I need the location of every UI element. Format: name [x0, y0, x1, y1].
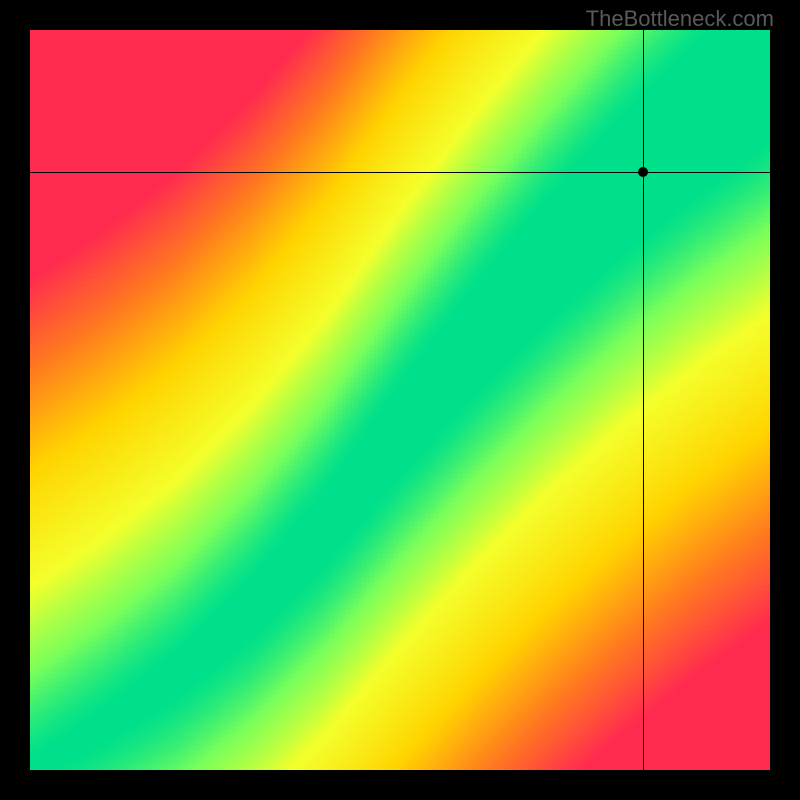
crosshair-marker	[638, 167, 648, 177]
crosshair-horizontal	[30, 172, 770, 173]
crosshair-vertical	[643, 30, 644, 770]
heatmap-canvas	[30, 30, 770, 770]
heatmap-chart	[30, 30, 770, 770]
watermark-text: TheBottleneck.com	[586, 6, 774, 32]
